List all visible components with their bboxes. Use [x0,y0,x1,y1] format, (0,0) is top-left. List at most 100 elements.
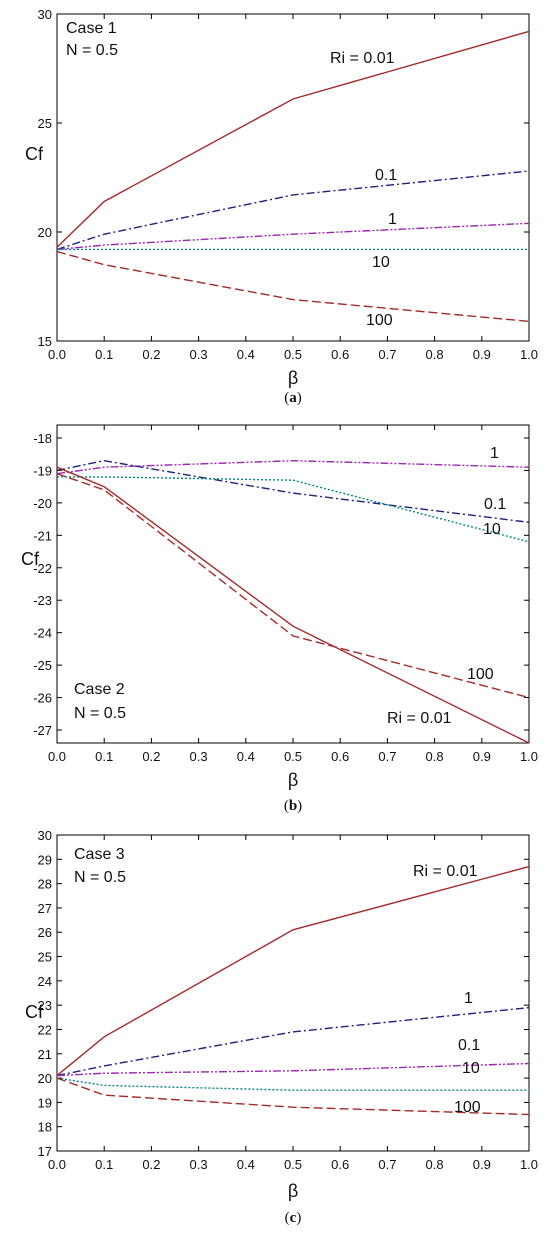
y-tick-label: 26 [38,925,52,940]
y-tick-label: 15 [38,334,52,349]
series-label: 0.1 [375,167,397,184]
series-label: 100 [467,666,494,683]
series-label: Ri = 0.01 [330,50,395,67]
y-tick-label: 25 [38,116,52,131]
case-label: Case 2 [74,681,125,698]
chart-panel-a: 0.0 0.1 0.2 0.3 0.4 0.5 0.6 0.7 0.8 0.9 1.0 15 20 25 3… [25,7,538,406]
y-tick-label: 18 [38,1120,52,1135]
x-tick-label: 0.2 [142,749,160,764]
series-line-0_1 [56,170,530,251]
x-tick-label: 1.0 [520,749,538,764]
x-tick-label: 0.0 [48,749,66,764]
x-tick-label: 0.3 [190,347,208,362]
panel-caption: (a) [284,390,302,406]
x-tick-label: 1.0 [520,347,538,362]
series-line-0_1 [56,1062,530,1077]
series-label: 10 [483,521,501,538]
y-tick-label: -19 [33,463,52,478]
panel-caption: (b) [284,798,302,814]
chart-panel-b: 0.0 0.1 0.2 0.3 0.4 0.5 0.6 0.7 0.8 0.9 1.0 -18 -19 -… [21,424,538,814]
x-tick-label: 0.5 [284,1157,302,1172]
series-label: Ri = 0.01 [413,863,478,880]
y-tick-label: 20 [38,1071,52,1086]
x-tick-label: 0.7 [378,1157,396,1172]
x-tick-label: 0.8 [426,1157,444,1172]
series-line-0_1 [56,459,530,523]
y-tick-label: 23 [38,998,52,1013]
y-tick-label: 20 [38,225,52,240]
y-axis-title: Cf [21,549,40,569]
x-tick-label: 0.7 [378,347,396,362]
x-axis-title: β [288,368,298,388]
case-label: Case 3 [74,846,125,863]
y-tick-label: 24 [38,974,52,989]
series-line-1 [56,459,530,475]
series-line-100 [56,1077,530,1116]
plot-frame [56,424,530,744]
y-tick-label: 17 [38,1144,52,1159]
series-label: 0.1 [458,1037,480,1054]
plot-frame [56,13,530,342]
x-tick-label: 0.5 [284,749,302,764]
y-tick-label: 30 [38,828,52,843]
y-tick-label: 28 [38,877,52,892]
series-label: 1 [388,211,397,228]
series-label: 100 [366,312,393,329]
y-tick-label: 21 [38,1047,52,1062]
series-label: 10 [462,1060,480,1077]
x-tick-label: 0.0 [48,1157,66,1172]
y-tick-label: 27 [38,901,52,916]
series-label: 1 [464,990,473,1007]
x-tick-label: 0.1 [95,1157,113,1172]
y-tick-label: -20 [33,496,52,511]
x-tick-label: 0.6 [331,1157,349,1172]
param-label: N = 0.5 [74,705,126,722]
series-line-100 [56,250,530,323]
x-tick-label: 0.9 [473,347,491,362]
y-tick-label: 29 [38,852,52,867]
panel-caption: (c) [285,1210,302,1226]
series-line-Ri0_01 [56,30,530,248]
y-tick-label: -26 [33,691,52,706]
y-tick-label: -18 [33,431,52,446]
series-line-100 [56,473,530,699]
x-tick-label: 1.0 [520,1157,538,1172]
y-tick-label: 22 [38,1022,52,1037]
param-label: N = 0.5 [74,869,126,886]
series-label: 10 [372,254,390,271]
series-label: 1 [490,445,499,462]
x-tick-label: 0.6 [331,749,349,764]
y-tick-label: -25 [33,658,52,673]
y-tick-label: 30 [38,7,52,22]
x-tick-label: 0.8 [426,347,444,362]
series-line-10 [57,476,530,543]
y-tick-label: -21 [33,528,52,543]
x-tick-label: 0.4 [237,749,255,764]
x-tick-label: 0.2 [142,1157,160,1172]
case-label: Case 1 [66,20,117,37]
x-tick-label: 0.5 [284,347,302,362]
x-tick-label: 0.4 [237,347,255,362]
x-tick-label: 0.4 [237,1157,255,1172]
y-tick-label: 25 [38,950,52,965]
x-tick-label: 0.3 [190,749,208,764]
x-axis-title: β [288,1181,298,1201]
x-tick-label: 0.7 [378,749,396,764]
series-line-1 [56,1006,530,1077]
x-tick-label: 0.2 [142,347,160,362]
series-label: 100 [454,1099,481,1116]
series-label: 0.1 [484,496,506,513]
x-tick-label: 0.8 [426,749,444,764]
series-line-10 [56,1077,529,1091]
y-tick-label: -23 [33,593,52,608]
x-tick-label: 0.3 [190,1157,208,1172]
y-tick-label: -24 [33,626,52,641]
y-tick-label: -27 [33,723,52,738]
x-tick-label: 0.0 [48,347,66,362]
x-axis-title: β [288,770,298,790]
y-tick-label: -22 [33,561,52,576]
y-axis-title: Cf [25,144,44,164]
series-line-Ri0_01 [56,865,530,1077]
x-tick-label: 0.9 [473,749,491,764]
